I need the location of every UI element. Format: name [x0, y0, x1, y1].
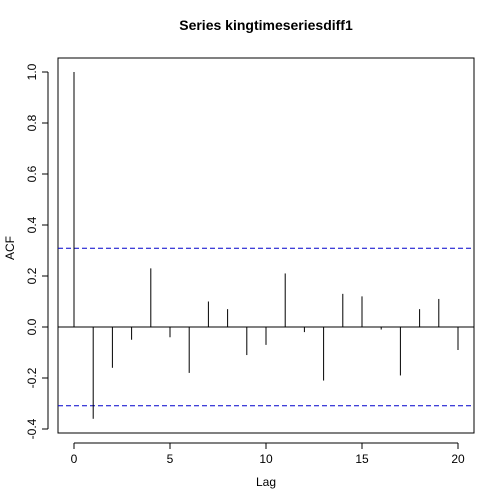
x-tick-label: 10: [259, 452, 273, 466]
plot-frame: [57, 57, 475, 434]
y-tick-label: 0.8: [25, 114, 39, 131]
chart-title: Series kingtimeseriesdiff1: [179, 17, 353, 33]
y-tick-label: 0.0: [25, 318, 39, 335]
y-tick-label: 0.6: [25, 165, 39, 182]
x-tick-label: 15: [355, 452, 369, 466]
x-tick-label: 0: [71, 452, 78, 466]
y-tick-label: -0.2: [25, 367, 39, 388]
x-tick-label: 20: [451, 452, 465, 466]
x-axis-label: Lag: [256, 475, 276, 489]
chart-marks: 0 5 10 15 20 -0.4 -0.2 0.0 0.2 0.4 0.6 0.8 1.0: [25, 63, 474, 466]
x-tick-label: 5: [167, 452, 174, 466]
y-tick-label: 0.4: [25, 216, 39, 233]
y-tick-label: 1.0: [25, 63, 39, 80]
y-tick-label: 0.2: [25, 267, 39, 284]
y-tick-label: -0.4: [25, 418, 39, 439]
y-axis-label: ACF: [3, 236, 17, 260]
